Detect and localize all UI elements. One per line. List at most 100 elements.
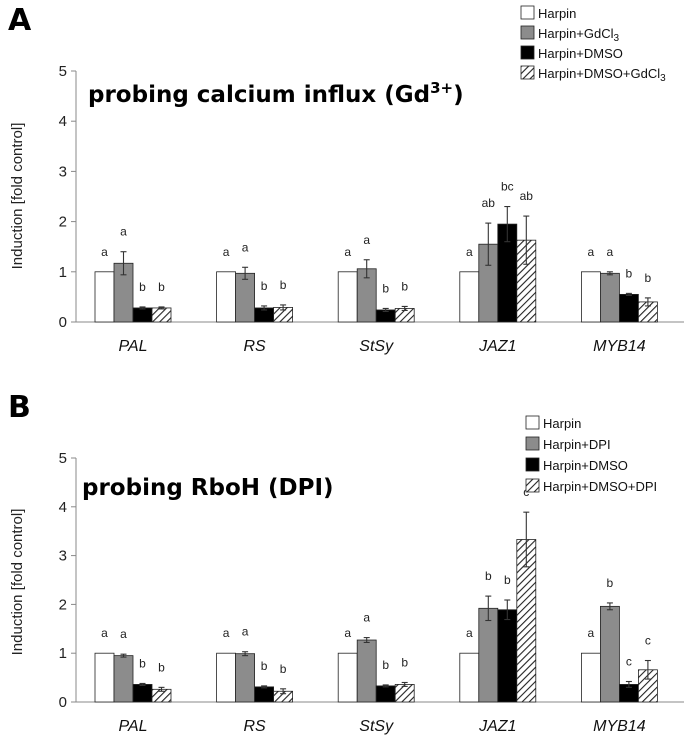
significance-letter: c [626, 655, 632, 669]
panel-b-title-main: probing RboH (DPI) [82, 475, 334, 501]
legend-label-text: Harpin+DMSO [538, 46, 623, 61]
panel-a-title-suffix: ) [453, 82, 464, 108]
legend-swatch [525, 478, 540, 493]
significance-letter: a [101, 245, 108, 259]
bar [235, 653, 256, 703]
legend-label-text: Harpin+DPI [543, 437, 611, 452]
legend-label: Harpin [538, 6, 576, 21]
legend-swatch [525, 415, 540, 430]
bar [459, 652, 480, 703]
bar [216, 652, 237, 703]
y-tick-label: 4 [59, 113, 67, 130]
bar [497, 609, 518, 703]
panel-b-letter: B [8, 390, 31, 425]
panel-b-ylabel: Induction [fold control] [9, 509, 26, 656]
legend-swatch [520, 65, 535, 80]
significance-letter: b [139, 280, 146, 294]
bar [94, 271, 115, 323]
significance-letter: a [223, 626, 230, 640]
y-tick-label: 0 [59, 314, 67, 331]
legend-swatch [525, 457, 540, 472]
significance-letter: a [120, 225, 127, 239]
panel-a-ylabel: Induction [fold control] [9, 123, 26, 270]
significance-letter: b [280, 278, 287, 292]
legend-label-text: Harpin+DMSO+GdCl [538, 66, 660, 81]
significance-letter: a [120, 627, 127, 641]
bar [356, 639, 377, 703]
significance-letter: a [242, 625, 249, 639]
y-tick-label: 3 [59, 548, 67, 565]
significance-letter: b [382, 658, 389, 672]
legend-label-text: Harpin+GdCl [538, 26, 614, 41]
bar [337, 271, 358, 323]
y-tick-label: 2 [59, 596, 67, 613]
legend-swatch [525, 436, 540, 451]
panel-b-title: probing RboH (DPI) [82, 475, 334, 501]
category-label: StSy [359, 718, 394, 735]
bar [478, 607, 499, 703]
legend-label: Harpin+DMSO+GdCl3 [538, 66, 666, 84]
panel-b-chart: 012345PALaabbRSaabbStSyaabbJAZ1abbcMYB14… [59, 415, 684, 735]
y-tick-label: 4 [59, 499, 67, 516]
legend-swatch [520, 5, 535, 20]
legend-label: Harpin+DPI [543, 437, 611, 452]
legend-label: Harpin+GdCl3 [538, 26, 620, 44]
significance-letter: b [485, 569, 492, 583]
bar [375, 685, 396, 703]
significance-letter: a [344, 245, 351, 259]
y-tick-label: 0 [59, 694, 67, 711]
y-tick-label: 5 [59, 63, 67, 80]
bar [132, 307, 153, 323]
bar [94, 652, 115, 703]
significance-letter: a [363, 233, 370, 247]
significance-letter: b [626, 266, 633, 280]
legend-swatch [520, 25, 535, 40]
bar [235, 272, 256, 323]
y-tick-label: 1 [59, 264, 67, 281]
legend-label-text: Harpin [543, 416, 581, 431]
bar [394, 684, 415, 703]
significance-letter: ab [520, 189, 534, 203]
significance-letter: b [261, 279, 268, 293]
significance-letter: b [645, 271, 652, 285]
significance-letter: a [607, 245, 614, 259]
legend-label-subscript: 3 [660, 73, 666, 84]
legend-label: Harpin+DMSO+DPI [543, 479, 657, 494]
legend-label-text: Harpin+DMSO+DPI [543, 479, 657, 494]
category-label: PAL [118, 718, 147, 735]
legend-label: Harpin+DMSO [543, 458, 628, 473]
bar [132, 684, 153, 703]
y-tick-label: 3 [59, 163, 67, 180]
bar [581, 652, 601, 703]
significance-letter: b [261, 659, 268, 673]
bar [459, 271, 480, 323]
significance-letter: a [242, 240, 249, 254]
category-label: MYB14 [593, 338, 646, 355]
legend-label-subscript: 3 [614, 33, 620, 44]
significance-letter: b [158, 660, 165, 674]
significance-letter: a [363, 611, 370, 625]
category-label: JAZ1 [478, 718, 516, 735]
significance-letter: c [645, 634, 651, 648]
significance-letter: a [588, 245, 595, 259]
panel-a-title-sup: 3+ [430, 79, 453, 97]
y-tick-label: 1 [59, 645, 67, 662]
legend-label-text: Harpin [538, 6, 576, 21]
panel-a-title-main: probing calcium influx (Gd [88, 82, 430, 108]
bar [337, 652, 358, 703]
panel-a-title: probing calcium influx (Gd3+) [88, 79, 464, 108]
bar [113, 655, 134, 703]
significance-letter: bc [501, 180, 514, 194]
significance-letter: b [158, 280, 165, 294]
significance-letter: a [344, 626, 351, 640]
bar [619, 293, 639, 323]
category-label: JAZ1 [478, 338, 516, 355]
significance-letter: b [139, 656, 146, 670]
significance-letter: a [588, 626, 595, 640]
y-tick-label: 5 [59, 450, 67, 467]
significance-letter: b [401, 279, 408, 293]
legend-label: Harpin+DMSO [538, 46, 623, 61]
legend-label: Harpin [543, 416, 581, 431]
legend-label-text: Harpin+DMSO [543, 458, 628, 473]
significance-letter: a [466, 626, 473, 640]
